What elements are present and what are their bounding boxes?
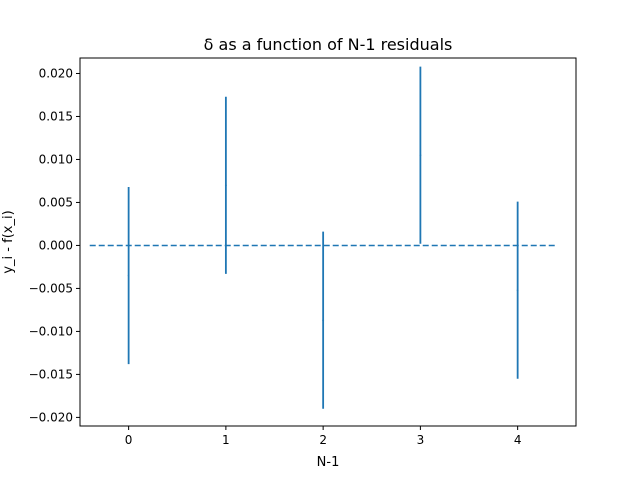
plot-frame: [79, 57, 577, 427]
y-tick-label-3: −0.005: [29, 281, 73, 295]
x-tick-label-3: 3: [417, 433, 425, 447]
data-point-1: [224, 184, 227, 187]
x-tick-label-0: 0: [125, 433, 133, 447]
data-point-2: [322, 319, 325, 322]
plot-marks: [89, 66, 557, 409]
y-tick-label-8: 0.020: [39, 66, 73, 80]
y-tick-label-7: 0.015: [39, 109, 73, 123]
data-point-4: [516, 289, 519, 292]
y-axis-label: y_i - f(x_i): [1, 210, 16, 273]
x-tick-label-2: 2: [319, 433, 327, 447]
y-tick-label-5: 0.005: [39, 195, 73, 209]
y-tick-label-0: −0.020: [29, 410, 73, 424]
data-point-3: [419, 154, 422, 157]
y-tick-label-6: 0.010: [39, 152, 73, 166]
y-tick-label-4: 0.000: [39, 238, 73, 252]
axes: 0 1 2 3 4 −0.020 −0.015 −0.010 −0.005 0.000 0.005 0…: [29, 66, 522, 447]
y-tick-label-2: −0.010: [29, 324, 73, 338]
data-point-0: [127, 274, 130, 277]
y-tick-label-1: −0.015: [29, 367, 73, 381]
x-axis-label: N-1: [317, 455, 340, 470]
chart-title: δ as a function of N-1 residuals: [204, 35, 453, 54]
x-tick-label-1: 1: [222, 433, 230, 447]
x-tick-label-4: 4: [514, 433, 522, 447]
